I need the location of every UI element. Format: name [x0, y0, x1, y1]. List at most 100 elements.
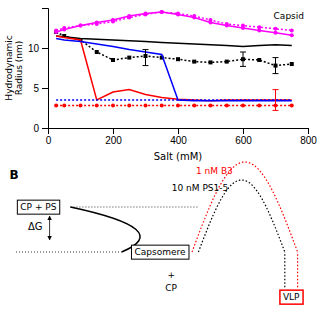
- marker: [144, 12, 148, 16]
- line: [56, 36, 292, 46]
- tick-label: 10: [28, 43, 40, 54]
- series: [56, 100, 292, 101]
- tick: 200: [105, 128, 122, 146]
- annotation: 10 nM PS1-5: [172, 183, 228, 193]
- annotation: CP: [165, 283, 177, 293]
- marker: [111, 18, 115, 22]
- marker: [209, 60, 213, 64]
- axis-line: [42, 9, 49, 129]
- series: [56, 36, 292, 46]
- marker: [95, 20, 99, 24]
- box: CP + PS: [17, 200, 59, 214]
- guide-line: [70, 207, 198, 208]
- delta-g-arrow: [49, 216, 50, 240]
- marker: [209, 20, 213, 24]
- y-axis: 0 5 10: [28, 9, 49, 134]
- tick: 600: [235, 128, 252, 146]
- tick: 10: [28, 43, 48, 54]
- marker: [225, 24, 229, 28]
- marker: [79, 104, 83, 108]
- line: [56, 36, 292, 101]
- box-label: VLP: [283, 292, 300, 302]
- box-label: CP + PS: [20, 202, 56, 212]
- tick-mark: [178, 128, 179, 134]
- tick-label: 5: [33, 83, 39, 94]
- marker: [95, 50, 99, 54]
- tick-mark: [42, 88, 48, 89]
- marker: [257, 104, 261, 108]
- marker: [79, 24, 83, 28]
- marker: [54, 30, 58, 34]
- box-frame: [131, 245, 189, 259]
- tick-label: 0: [33, 123, 39, 134]
- series: [56, 36, 292, 101]
- marker: [176, 104, 180, 108]
- series: [54, 30, 294, 68]
- y-axis-title-line: Radius (nm): [14, 41, 24, 96]
- error-bar: [273, 58, 279, 74]
- marker: [111, 104, 115, 108]
- marker: [241, 104, 245, 108]
- marker: [290, 104, 294, 108]
- error-bar: [273, 90, 279, 111]
- box-frame: [280, 290, 303, 304]
- marker: [54, 30, 58, 34]
- y-axis-title: HydrodynamicRadius (nm): [4, 35, 24, 100]
- error-bar: [143, 50, 149, 66]
- box-frame: [17, 200, 59, 214]
- marker: [225, 60, 229, 64]
- marker: [176, 57, 180, 61]
- marker: [209, 104, 213, 108]
- delta-g-label: ΔG: [28, 221, 43, 232]
- tick-mark: [113, 128, 114, 134]
- marker: [160, 104, 164, 108]
- series: [54, 104, 294, 108]
- panel-a: 02004006008000510Salt (mM)Capsid: [28, 9, 317, 163]
- y-axis-title-line: Hydrodynamic: [4, 35, 14, 100]
- arch-drop: [284, 252, 285, 287]
- panel-b: CP + PSCapsomereVLPBΔG1 nM B310 nM PS1-5…: [10, 162, 303, 304]
- marker: [176, 12, 180, 16]
- marker: [274, 31, 278, 35]
- tick-mark: [243, 128, 244, 134]
- tick-label: 200: [105, 135, 122, 146]
- tick-mark: [42, 128, 48, 129]
- tick: 800: [300, 128, 317, 146]
- line: [56, 12, 292, 35]
- arch: [192, 162, 298, 252]
- marker: [290, 62, 294, 66]
- panel-label: B: [10, 168, 19, 182]
- tick-label: 600: [235, 135, 252, 146]
- marker: [95, 104, 99, 108]
- tick: 400: [170, 128, 187, 146]
- line: [56, 12, 292, 30]
- x-axis-title: Salt (mM): [154, 151, 203, 162]
- marker: [192, 16, 196, 20]
- box: VLP: [280, 290, 303, 304]
- tick: 0: [46, 128, 52, 146]
- marker: [160, 10, 164, 14]
- box: Capsomere: [131, 245, 189, 259]
- marker: [274, 27, 278, 31]
- marker: [54, 104, 58, 108]
- series: [54, 10, 294, 37]
- marker: [79, 24, 83, 28]
- marker: [192, 60, 196, 64]
- marker: [144, 12, 148, 16]
- series: [56, 38, 292, 100]
- marker: [127, 104, 131, 108]
- tick-label: 400: [170, 135, 187, 146]
- marker: [144, 104, 148, 108]
- marker: [62, 28, 66, 32]
- marker: [290, 28, 294, 32]
- annotation: +: [167, 270, 175, 280]
- line: [56, 32, 292, 66]
- marker: [257, 28, 261, 32]
- guide-line: [16, 252, 122, 253]
- tick-mark: [308, 128, 309, 134]
- marker: [127, 56, 131, 60]
- marker: [257, 58, 261, 62]
- tick: 5: [33, 83, 48, 94]
- marker: [290, 33, 294, 37]
- plot-area: [54, 10, 294, 110]
